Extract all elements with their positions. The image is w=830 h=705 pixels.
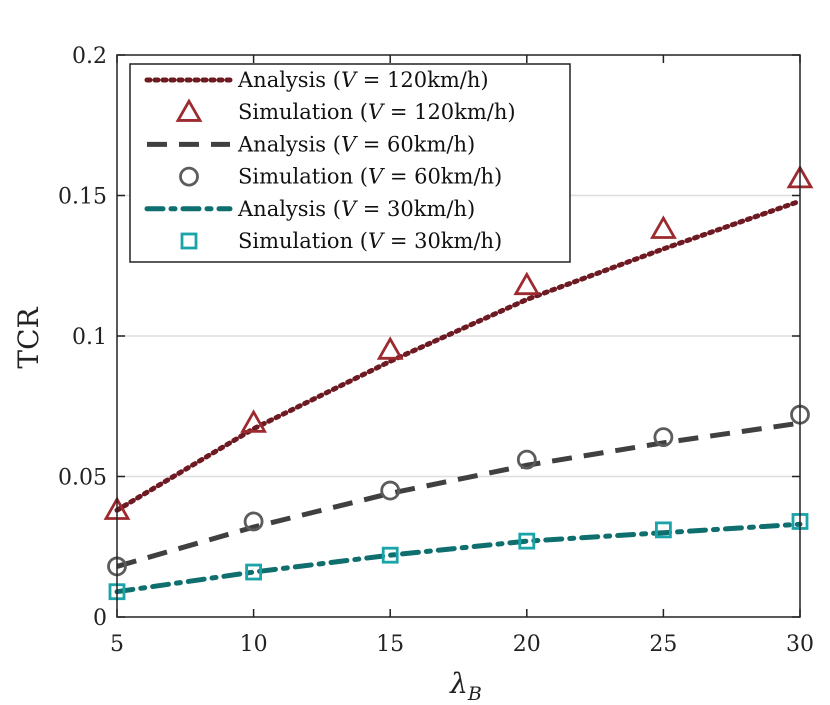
data-point-triangle [240, 409, 268, 433]
data-point-circle [380, 480, 401, 501]
x-axis-title: λB [449, 667, 482, 705]
legend-label-prefix: Simulation ( [238, 165, 368, 189]
y-tick-label: 0.15 [58, 185, 107, 210]
data-point-circle [516, 449, 537, 470]
legend: Analysis (V = 120km/h)Simulation (V = 12… [129, 63, 571, 263]
legend-label-variable: V [341, 68, 358, 92]
data-point-triangle [513, 271, 541, 296]
data-point-triangle [376, 336, 404, 360]
x-tick-label: 15 [376, 632, 404, 657]
y-tick-label: 0.2 [72, 44, 107, 69]
data-point-circle [653, 427, 674, 448]
data-point-square [655, 521, 672, 539]
legend-label-suffix: = 120km/h) [383, 100, 515, 124]
series-line-dashed [116, 420, 801, 569]
legend-label: Analysis (V = 30km/h) [237, 197, 475, 221]
legend-label: Analysis (V = 120km/h) [237, 68, 489, 92]
data-point-square [381, 546, 399, 564]
y-axis-title: TCR [12, 306, 45, 368]
legend-label-prefix: Simulation ( [238, 100, 368, 124]
legend-label: Simulation (V = 30km/h) [238, 229, 502, 253]
y-tick-label: 0.1 [72, 325, 107, 350]
x-tick-label: 25 [649, 632, 677, 657]
x-tick-label: 30 [786, 632, 814, 657]
legend-label-variable: V [368, 165, 385, 189]
x-axis-title-main: λ [449, 667, 468, 700]
axis-ticks: 5 10 15 20 25 30 0 0.05 0.1 0.15 0.2 [58, 44, 814, 657]
legend-label-prefix: Analysis ( [237, 68, 341, 92]
legend-label-suffix: = 30km/h) [356, 197, 475, 221]
legend-label-suffix: = 120km/h) [356, 68, 488, 92]
data-point-square [245, 563, 263, 581]
legend-marker-triangle [175, 98, 203, 122]
legend-label-variable: V [368, 229, 385, 253]
legend-label-suffix: = 30km/h) [383, 229, 502, 253]
series-line-dashdot [114, 521, 803, 595]
x-axis-title-subscript: B [467, 683, 482, 705]
legend-marker-square [180, 232, 198, 250]
data-point-square [518, 532, 536, 550]
x-tick-label: 5 [110, 632, 124, 657]
legend-label-variable: V [341, 132, 358, 156]
legend-marker-circle [179, 166, 199, 187]
legend-label-prefix: Simulation ( [238, 229, 368, 253]
y-tick-label: 0 [93, 606, 107, 631]
x-tick-label: 20 [513, 632, 541, 657]
legend-label-suffix: = 60km/h) [383, 165, 502, 189]
legend-label: Simulation (V = 60km/h) [238, 165, 502, 189]
series-line-dotted [114, 198, 803, 513]
x-tick-label: 10 [240, 632, 268, 657]
legend-label-suffix: = 60km/h) [356, 132, 475, 156]
legend-box [129, 63, 571, 263]
legend-label-variable: V [368, 100, 385, 124]
legend-label-prefix: Analysis ( [237, 197, 341, 221]
plot-series [103, 164, 814, 601]
legend-label-variable: V [341, 197, 358, 221]
data-point-circle [243, 511, 264, 532]
legend-label: Simulation (V = 120km/h) [238, 100, 516, 124]
legend-label-prefix: Analysis ( [237, 132, 341, 156]
data-point-triangle [649, 215, 677, 239]
y-tick-label: 0.05 [58, 466, 107, 491]
legend-label: Analysis (V = 60km/h) [237, 132, 475, 156]
